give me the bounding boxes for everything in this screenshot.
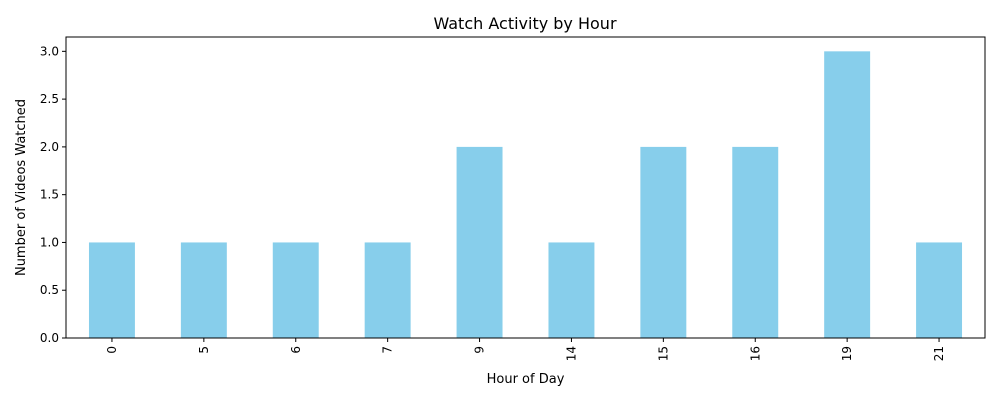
x-tick-label: 9 bbox=[473, 346, 487, 354]
x-tick-label: 14 bbox=[564, 346, 578, 361]
x-tick-label: 5 bbox=[197, 346, 211, 354]
bar-hour-0 bbox=[88, 242, 135, 338]
bar-hour-21 bbox=[916, 242, 963, 338]
chart-title: Watch Activity by Hour bbox=[433, 14, 616, 33]
bars-group bbox=[88, 51, 963, 338]
y-tick-label: 2.0 bbox=[40, 140, 59, 154]
y-tick-label: 0.0 bbox=[40, 331, 59, 345]
x-tick-label: 16 bbox=[748, 346, 762, 361]
bar-hour-7 bbox=[364, 242, 411, 338]
x-tick-label: 0 bbox=[105, 346, 119, 354]
bar-hour-9 bbox=[456, 146, 503, 338]
plot-frame bbox=[65, 36, 986, 339]
x-tick-label: 6 bbox=[289, 346, 303, 354]
x-axis-label: Hour of Day bbox=[487, 372, 565, 387]
y-tick-label: 2.5 bbox=[40, 92, 59, 106]
y-axis-label: Number of Videos Watched bbox=[14, 99, 29, 276]
y-axis: 0.0 0.5 1.0 1.5 2.0 2.5 3.0 bbox=[40, 44, 66, 345]
bar-hour-15 bbox=[640, 146, 687, 338]
x-axis: 0 5 6 7 9 14 15 16 19 21 bbox=[105, 338, 946, 361]
y-tick-label: 3.0 bbox=[40, 44, 59, 58]
bar-hour-16 bbox=[732, 146, 779, 338]
x-tick-label: 7 bbox=[381, 346, 395, 354]
x-tick-label: 19 bbox=[840, 346, 854, 361]
bar-hour-6 bbox=[272, 242, 319, 338]
bar-hour-14 bbox=[548, 242, 595, 338]
x-tick-label: 15 bbox=[656, 346, 670, 361]
y-tick-label: 1.0 bbox=[40, 235, 59, 249]
bar-hour-5 bbox=[180, 242, 227, 338]
y-tick-label: 0.5 bbox=[40, 283, 59, 297]
y-tick-label: 1.5 bbox=[40, 188, 59, 202]
bar-hour-19 bbox=[824, 51, 871, 338]
x-tick-label: 21 bbox=[932, 346, 946, 361]
